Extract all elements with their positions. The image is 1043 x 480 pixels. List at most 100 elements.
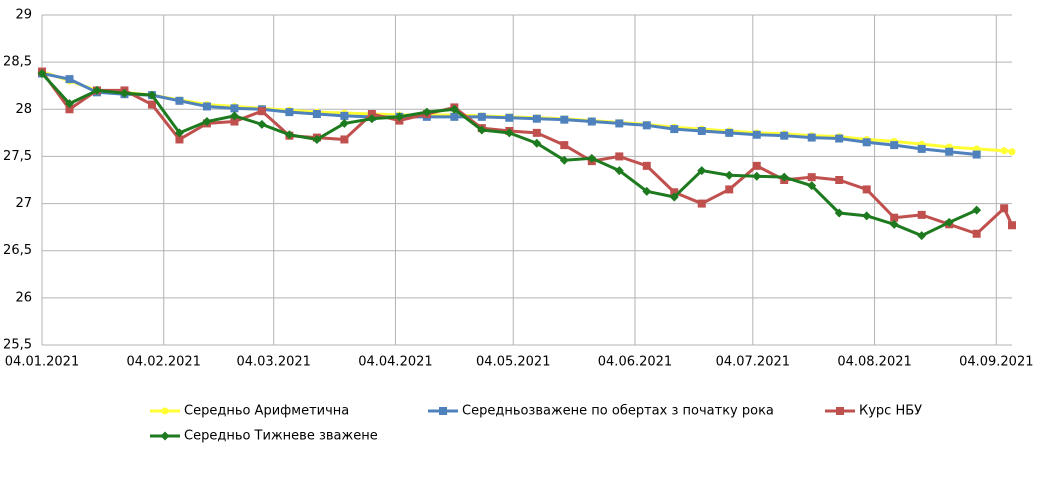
x-tick-label: 04.05.2021 (476, 355, 550, 370)
data-point (670, 188, 679, 197)
data-point (532, 138, 542, 148)
legend-marker (836, 407, 844, 415)
data-point (697, 166, 707, 176)
data-point (807, 133, 816, 142)
data-point (504, 128, 514, 138)
data-point (284, 130, 294, 140)
data-point (614, 166, 624, 176)
data-point (394, 112, 404, 122)
data-point (642, 186, 652, 196)
data-point (174, 128, 184, 138)
data-point (1000, 204, 1009, 213)
x-tick-label: 04.09.2021 (959, 355, 1033, 370)
data-point (725, 128, 734, 137)
x-tick-label: 04.03.2021 (236, 355, 310, 370)
data-point (1008, 221, 1016, 230)
y-tick-label: 29 (15, 8, 32, 23)
legend-label: Курс НБУ (859, 404, 922, 419)
data-point (835, 176, 844, 184)
data-point (945, 147, 954, 156)
y-tick-label: 27,5 (3, 149, 32, 164)
data-point (312, 134, 322, 144)
data-point (944, 217, 954, 227)
data-point (1008, 148, 1016, 156)
x-tick-label: 04.01.2021 (5, 355, 79, 370)
data-point (972, 205, 982, 215)
data-point (257, 107, 266, 116)
series-line (40, 70, 1014, 236)
y-tick-label: 28,5 (3, 55, 32, 70)
data-point (92, 85, 102, 95)
data-point (697, 126, 706, 135)
data-point (560, 115, 569, 124)
legend-marker (439, 407, 447, 415)
data-point (642, 121, 651, 130)
x-tick-label: 04.07.2021 (716, 355, 790, 370)
data-point (752, 171, 762, 181)
data-point (807, 173, 816, 182)
data-point (477, 112, 486, 121)
data-point (339, 118, 349, 128)
data-point (65, 75, 74, 84)
data-point (559, 155, 569, 165)
data-point (670, 125, 679, 134)
data-point (587, 153, 597, 163)
data-point (312, 110, 321, 118)
data-point (615, 119, 624, 128)
data-point (779, 172, 789, 182)
data-point (697, 199, 706, 208)
data-point (532, 128, 541, 137)
data-point (367, 114, 377, 124)
data-point (64, 99, 74, 109)
data-point (642, 161, 651, 170)
data-point (889, 219, 899, 229)
data-point (285, 108, 294, 117)
data-point (505, 113, 514, 122)
data-point (752, 161, 761, 170)
data-point (780, 131, 789, 140)
y-tick-label: 25,5 (3, 338, 32, 353)
data-point (532, 114, 541, 123)
x-tick-label: 04.06.2021 (598, 355, 672, 370)
data-point (725, 185, 734, 194)
data-point (477, 125, 487, 135)
data-point (450, 112, 459, 121)
data-point (862, 138, 871, 147)
data-point (752, 130, 761, 139)
data-point (835, 134, 844, 143)
data-point (229, 111, 239, 121)
data-point (917, 231, 927, 241)
data-point (890, 141, 899, 150)
data-point (890, 213, 899, 222)
data-point (917, 144, 926, 153)
x-tick-label: 04.02.2021 (127, 355, 201, 370)
data-point (834, 208, 844, 218)
x-tick-label: 04.04.2021 (358, 355, 432, 370)
data-point (147, 100, 156, 109)
legend-marker (160, 431, 170, 441)
y-tick-label: 26 (15, 290, 32, 305)
data-point (1000, 147, 1008, 155)
data-point (587, 117, 596, 126)
data-point (147, 90, 157, 100)
data-point (724, 170, 734, 180)
data-point (917, 210, 926, 219)
data-point (202, 102, 211, 111)
data-point (202, 117, 212, 127)
data-point (615, 152, 624, 161)
data-point (422, 107, 432, 117)
data-point (807, 181, 817, 191)
x-tick-label: 04.08.2021 (837, 355, 911, 370)
data-point (972, 229, 981, 238)
data-point (175, 135, 184, 144)
data-point (257, 119, 267, 129)
data-point (119, 88, 129, 98)
data-point (972, 150, 981, 159)
data-point (37, 68, 47, 78)
data-point (449, 104, 459, 114)
legend-label: Середньо Тижневе зважене (184, 429, 378, 444)
data-point (340, 111, 349, 120)
y-tick-label: 28 (15, 102, 32, 117)
data-point (340, 135, 349, 144)
